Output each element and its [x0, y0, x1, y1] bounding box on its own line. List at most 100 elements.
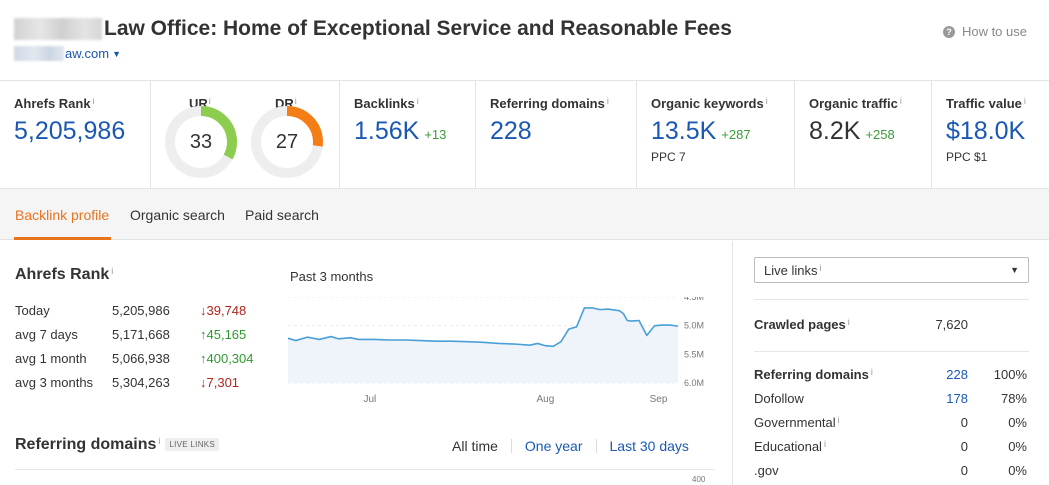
metric-sub: PPC 7	[651, 150, 686, 164]
referring-domains-row: Referring domains i 228 100%	[754, 367, 1029, 383]
metric-organic-keywords: Organic keywords i 13.5K +287 PPC 7	[637, 81, 795, 189]
question-icon: ?	[942, 25, 955, 38]
info-icon[interactable]: i	[765, 96, 768, 106]
info-icon[interactable]: i	[837, 415, 840, 425]
arrow-down-icon: ↓	[200, 375, 207, 390]
metric-label: Organic traffic i	[809, 96, 902, 111]
row-value: 0	[960, 415, 968, 430]
rank-change: ↑45,165	[200, 327, 247, 342]
tab-organic-search[interactable]: Organic search	[130, 207, 225, 223]
row-label: Dofollow	[754, 391, 804, 406]
metrics-strip: Ahrefs Rank i 5,205,986 URi 33 DRi 27 Bac…	[0, 80, 1049, 189]
metric-ahrefs-rank: Ahrefs Rank i 5,205,986	[0, 81, 151, 189]
gov-row: .gov 0 0%	[754, 463, 1029, 479]
range-divider	[595, 439, 597, 453]
info-icon[interactable]: i	[899, 96, 902, 106]
metric-sub: PPC $1	[946, 150, 988, 164]
domain-text: aw.com	[65, 46, 110, 61]
info-icon[interactable]: i	[606, 96, 609, 106]
info-icon[interactable]: i	[870, 367, 873, 377]
backlink-stats-panel: Live links i ▼ Crawled pages i 7,620 Refer…	[732, 241, 1049, 485]
dofollow-row: Dofollow 178 78%	[754, 391, 1029, 407]
title-row: Law Office: Home of Exceptional Service …	[14, 17, 732, 41]
info-icon[interactable]: i	[208, 96, 211, 106]
row-value: 0	[960, 439, 968, 454]
metric-value[interactable]: 5,205,986	[14, 117, 126, 145]
info-icon[interactable]: i	[416, 96, 419, 106]
info-icon[interactable]: i	[92, 96, 95, 106]
y-tick-label: 4.5M	[684, 297, 704, 302]
metric-label: Organic keywords i	[651, 96, 768, 111]
chart-axis-tick: 400	[692, 475, 706, 484]
select-value: Live links	[764, 263, 818, 278]
row-label: Educational i	[754, 439, 826, 454]
row-value[interactable]: 178	[946, 391, 968, 406]
domain-selector[interactable]: aw.com ▼	[14, 46, 121, 61]
redacted-title-prefix	[14, 18, 102, 40]
rank-period: avg 1 month	[15, 351, 87, 366]
backlink-profile-main: Ahrefs Rank i Today 5,205,986 ↓39,748 avg…	[0, 241, 732, 485]
page-title: Law Office: Home of Exceptional Service …	[104, 17, 732, 40]
row-label: Crawled pages i	[754, 317, 850, 332]
metric-ur-dr: URi 33 DRi 27	[151, 81, 340, 189]
site-header: Law Office: Home of Exceptional Service …	[0, 0, 1049, 80]
metric-value[interactable]: 1.56K +13	[354, 117, 447, 145]
metric-delta: +13	[424, 127, 447, 142]
x-tick-label: Jul	[364, 394, 377, 405]
row-label: .gov	[754, 463, 779, 478]
info-icon[interactable]: i	[158, 436, 161, 446]
rank-row: avg 7 days 5,171,668 ↑45,165	[15, 327, 285, 343]
rank-period: avg 3 months	[15, 375, 94, 390]
arrow-down-icon: ↓	[200, 303, 207, 318]
rank-series-line	[288, 307, 679, 348]
arrow-up-icon: ↑	[200, 351, 207, 366]
metric-backlinks: Backlinks i 1.56K +13	[340, 81, 476, 189]
info-icon[interactable]: i	[1023, 96, 1026, 106]
metric-label: Ahrefs Rank i	[14, 96, 95, 111]
info-icon[interactable]: i	[111, 266, 114, 276]
rank-change: ↓39,748	[200, 303, 247, 318]
how-to-use-link[interactable]: ? How to use	[942, 24, 1027, 39]
dr-value: 27	[275, 131, 299, 153]
redacted-domain-prefix	[14, 46, 64, 61]
info-icon[interactable]: i	[847, 317, 850, 327]
row-percent: 0%	[1008, 415, 1027, 430]
arrow-up-icon: ↑	[200, 327, 207, 342]
report-tabs: Backlink profile Organic search Paid sea…	[0, 189, 1049, 240]
ur-value: 33	[189, 131, 213, 153]
range-last-30-days[interactable]: Last 30 days	[609, 438, 689, 454]
ahrefs-rank-heading: Ahrefs Rank i	[15, 266, 114, 283]
metric-delta: +287	[721, 127, 751, 142]
range-all-time[interactable]: All time	[452, 438, 498, 454]
governmental-row: Governmental i 0 0%	[754, 415, 1029, 431]
rank-value: 5,066,938	[112, 351, 170, 366]
info-icon[interactable]: i	[823, 439, 826, 449]
row-value: 0	[960, 463, 968, 478]
tab-backlink-profile[interactable]: Backlink profile	[15, 207, 110, 223]
metric-label: Traffic value i	[946, 96, 1026, 111]
row-percent: 0%	[1008, 439, 1027, 454]
ahrefs-rank-chart[interactable]: 4.5M 5.0M 5.5M 6.0M Jul Aug Sep	[288, 297, 714, 411]
y-tick-label: 5.5M	[684, 349, 704, 359]
y-tick-label: 5.0M	[684, 321, 704, 331]
metric-value[interactable]: 8.2K +258	[809, 117, 895, 145]
metric-referring-domains: Referring domains i 228	[476, 81, 637, 189]
live-links-select[interactable]: Live links i ▼	[754, 257, 1029, 283]
info-icon[interactable]: i	[294, 96, 297, 106]
x-tick-label: Aug	[537, 394, 555, 405]
rank-change: ↑400,304	[200, 351, 254, 366]
row-value[interactable]: 228	[946, 367, 968, 382]
rank-value: 5,171,668	[112, 327, 170, 342]
rank-change: ↓7,301	[200, 375, 240, 390]
metric-label: Backlinks i	[354, 96, 419, 111]
metric-value[interactable]: 228	[490, 117, 532, 145]
metric-value[interactable]: $18.0K	[946, 117, 1026, 145]
dr-gauge: 27	[250, 105, 324, 179]
range-one-year[interactable]: One year	[524, 438, 583, 454]
tab-paid-search[interactable]: Paid search	[245, 207, 319, 223]
rank-row: avg 1 month 5,066,938 ↑400,304	[15, 351, 285, 367]
metric-value[interactable]: 13.5K +287	[651, 117, 751, 145]
row-percent: 100%	[993, 367, 1027, 382]
row-label: Governmental i	[754, 415, 840, 430]
live-links-badge: LIVE LINKS	[165, 438, 220, 452]
